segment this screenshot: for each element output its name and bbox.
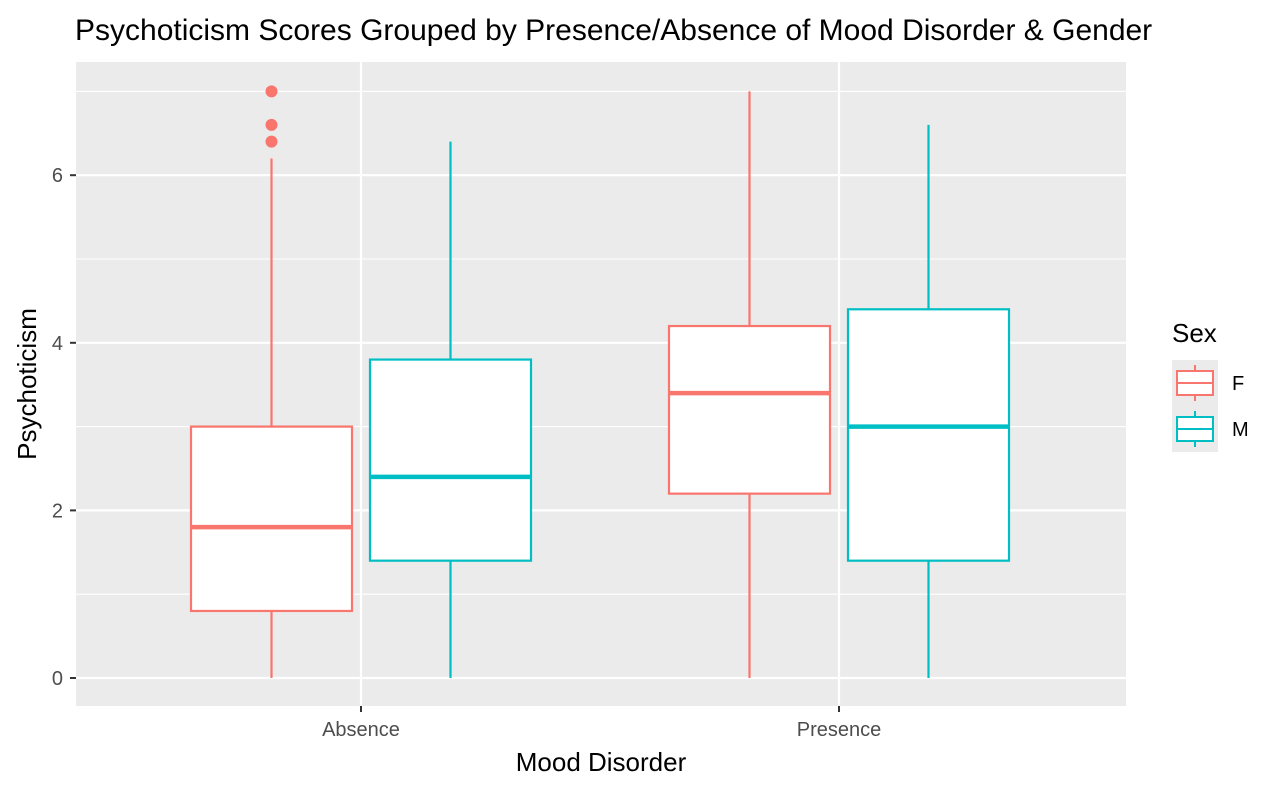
y-axis: 0 2 4 6 bbox=[52, 165, 76, 690]
legend-label: M bbox=[1232, 419, 1249, 441]
y-tick-label: 4 bbox=[52, 333, 63, 355]
iqr-box bbox=[667, 324, 832, 495]
x-axis-title: Mood Disorder bbox=[516, 747, 687, 777]
box-M-presence bbox=[846, 124, 1011, 678]
y-tick-label: 6 bbox=[52, 165, 63, 187]
iqr-box bbox=[368, 358, 533, 562]
iqr-box bbox=[189, 425, 354, 613]
x-tick-label: Presence bbox=[797, 719, 882, 741]
legend: Sex F M bbox=[1172, 318, 1249, 452]
outlier-point bbox=[265, 135, 278, 148]
outlier-point bbox=[265, 85, 278, 98]
box-F-presence bbox=[667, 91, 832, 678]
y-axis-title: Psychoticism bbox=[12, 308, 42, 460]
box-layer bbox=[189, 85, 1011, 678]
box-M-absence bbox=[368, 141, 533, 678]
x-tick-label: Absence bbox=[322, 719, 400, 741]
legend-key-M bbox=[1172, 406, 1218, 452]
chart-title: Psychoticism Scores Grouped by Presence/… bbox=[75, 14, 1152, 47]
iqr-box bbox=[846, 308, 1011, 562]
x-axis: Absence Presence bbox=[322, 706, 881, 741]
legend-title: Sex bbox=[1172, 318, 1217, 348]
outlier-point bbox=[265, 118, 278, 131]
legend-key-F bbox=[1172, 360, 1218, 406]
legend-label: F bbox=[1232, 373, 1244, 395]
box-F-absence bbox=[189, 85, 354, 678]
y-tick-label: 0 bbox=[52, 668, 63, 690]
y-tick-label: 2 bbox=[52, 500, 63, 522]
